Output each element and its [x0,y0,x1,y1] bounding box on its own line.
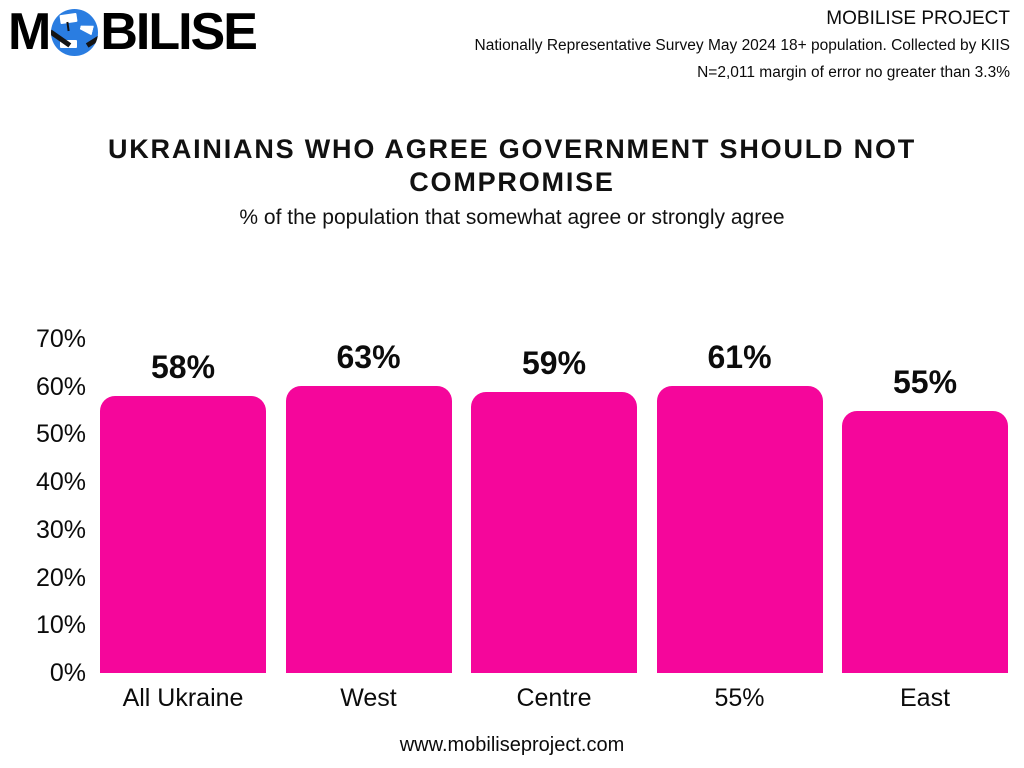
y-axis: 70% 60% 50% 40% 30% 20% 10% 0% [0,325,88,687]
y-tick-label: 60% [35,372,86,401]
bar [285,386,452,673]
footer-url: www.mobiliseproject.com [399,734,625,756]
protest-sign-icon [59,12,78,24]
logo-text-post: BILISE [100,3,258,61]
y-tick-label: 40% [35,468,86,497]
y-tick-label: 10% [35,611,86,640]
header-info: MOBILISE PROJECT Nationally Representati… [475,5,1011,86]
y-tick-label: 50% [35,420,86,449]
bar-value-label: 59% [521,344,587,381]
x-category-label: Centre [516,684,592,712]
bar-value-label: 63% [336,339,401,375]
sample-description: N=2,011 margin of error no greater than … [697,64,1010,81]
bar [100,396,266,673]
y-tick-label: 0% [49,659,86,687]
x-category-label: West [340,684,397,712]
survey-description: Nationally Representative Survey May 202… [474,37,1011,54]
bar-chart: 70% 60% 50% 40% 30% 20% 10% 0% 58% All Ukraine 63… [0,325,1024,712]
megaphone-icon [79,22,94,35]
plot-area: 58% All Ukraine 63% West 59% Centre 61% 55% 55% E… [88,339,1024,712]
x-category-label: All Ukraine [122,684,244,712]
bar-value-label: 61% [707,339,772,375]
bar-group: 63% West [285,339,452,712]
y-tick-label: 20% [35,563,86,592]
bar [471,391,637,673]
bar-value-label: 55% [892,363,958,400]
bar [656,386,823,673]
y-tick-label: 30% [35,515,86,544]
bar-group: 59% Centre [471,339,637,712]
page-title: UKRAINIANS WHO AGREE GOVERNMENT SHOULD N… [107,134,917,197]
arm-right-icon [86,34,99,48]
bar [842,410,1008,673]
bar-value-label: 58% [150,349,216,386]
mobilise-logo: M BILISE [8,3,258,61]
x-category-label: 55% [714,684,765,712]
bar-group: 58% All Ukraine [100,339,266,712]
bar-group: 55% East [842,339,1008,712]
title-block: UKRAINIANS WHO AGREE GOVERNMENT SHOULD N… [0,133,1024,230]
logo-text-pre: M [8,3,51,61]
x-category-label: East [899,684,951,712]
project-title: MOBILISE PROJECT [826,8,1010,29]
y-tick-label: 70% [35,325,86,353]
page-subtitle: % of the population that somewhat agree … [239,206,785,229]
bar-group: 61% 55% [656,339,823,712]
globe-protest-icon [51,8,99,56]
